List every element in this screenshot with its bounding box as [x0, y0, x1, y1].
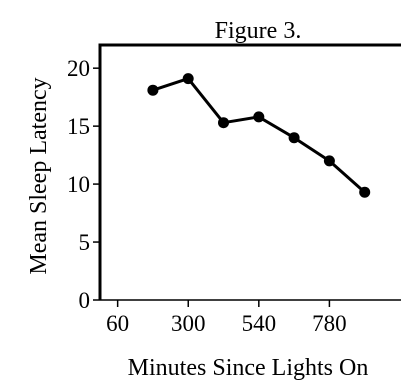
y-tick-label-15: 15 — [67, 114, 90, 139]
data-point-6 — [323, 155, 335, 167]
y-tick-label-5: 5 — [79, 230, 91, 255]
x-tick-label-780: 780 — [312, 311, 347, 336]
x-axis-label: Minutes Since Lights On — [128, 355, 369, 381]
y-tick-label-10: 10 — [67, 172, 90, 197]
chart-title: Figure 3. — [215, 18, 302, 44]
x-tick-label-60: 60 — [106, 311, 129, 336]
data-point-1 — [147, 84, 159, 96]
y-tick-label-20: 20 — [67, 56, 90, 81]
y-axis-label: Mean Sleep Latency — [26, 77, 52, 274]
x-tick-label-300: 300 — [171, 311, 206, 336]
series-line-0 — [151, 77, 367, 194]
chart-marks: 0 5 10 15 20 60 300 540 780 — [67, 56, 371, 336]
y-tick-label-0: 0 — [79, 288, 91, 313]
data-point-7 — [359, 186, 371, 198]
x-tick-label-540: 540 — [242, 311, 277, 336]
data-point-5 — [288, 132, 300, 144]
plot-frame — [98, 43, 401, 300]
data-point-4 — [253, 111, 265, 123]
data-point-2 — [182, 73, 194, 85]
data-point-3 — [218, 117, 229, 129]
